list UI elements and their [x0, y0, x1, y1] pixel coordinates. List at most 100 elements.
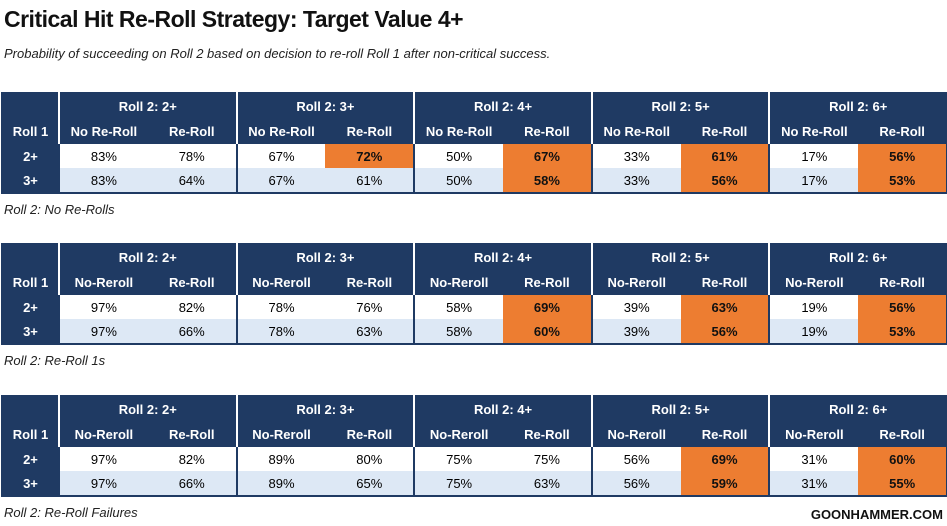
value-cell: 75% — [413, 471, 504, 496]
value-cell: 63% — [503, 471, 592, 496]
value-cell: 56% — [858, 144, 947, 168]
value-cell: 76% — [325, 295, 415, 319]
value-cell: 97% — [58, 447, 148, 471]
value-cell: 17% — [768, 144, 859, 168]
data-row: 3+ 97% 66% 78% 63% 58% 60% 39% 56% 19% 53% — [2, 319, 947, 344]
corner-cell — [2, 93, 59, 119]
row-label: 2+ — [2, 295, 59, 319]
column-header: Re-Roll — [147, 119, 237, 144]
column-header: No-Reroll — [590, 270, 681, 295]
column-header-row: Roll 1 No Re-Roll Re-Roll No Re-Roll Re-Roll… — [2, 119, 947, 144]
column-header: Re-Roll — [680, 422, 770, 447]
group-title: Roll 2: 2+ — [58, 244, 237, 270]
group-title: Roll 2: 4+ — [413, 93, 592, 119]
table-body: Roll 2: 2+ Roll 2: 3+ Roll 2: 4+ Roll 2: 5+… — [2, 244, 947, 344]
value-cell: 67% — [235, 168, 326, 193]
value-cell: 69% — [680, 447, 770, 471]
value-cell: 82% — [147, 447, 237, 471]
column-header: No Re-Roll — [235, 119, 326, 144]
value-cell: 67% — [235, 144, 326, 168]
value-cell: 97% — [58, 471, 148, 496]
value-cell: 55% — [858, 471, 947, 496]
column-header-row: Roll 1 No-Reroll Re-Roll No-Reroll Re-Roll No… — [2, 422, 947, 447]
row-header: Roll 1 — [2, 119, 59, 144]
group-title: Roll 2: 4+ — [413, 244, 592, 270]
group-title: Roll 2: 2+ — [58, 396, 237, 422]
subtitle: Probability of succeeding on Roll 2 base… — [4, 46, 551, 61]
column-header-row: Roll 1 No-Reroll Re-Roll No-Reroll Re-Roll No… — [2, 270, 947, 295]
data-row: 3+ 97% 66% 89% 65% 75% 63% 56% 59% 31% 55% — [2, 471, 947, 496]
value-cell: 72% — [325, 144, 415, 168]
value-cell: 59% — [680, 471, 770, 496]
column-header: No-Reroll — [768, 270, 859, 295]
title: Critical Hit Re-Roll Strategy: Target Va… — [4, 6, 464, 32]
row-label: 3+ — [2, 471, 59, 496]
group-title: Roll 2: 3+ — [235, 244, 415, 270]
column-header: No Re-Roll — [768, 119, 859, 144]
column-header: No-Reroll — [235, 422, 326, 447]
column-header: Re-Roll — [858, 270, 947, 295]
column-header: No-Reroll — [590, 422, 681, 447]
value-cell: 58% — [413, 295, 504, 319]
value-cell: 39% — [590, 319, 681, 344]
value-cell: 61% — [680, 144, 770, 168]
column-header: No-Reroll — [413, 422, 504, 447]
column-header: Re-Roll — [680, 270, 770, 295]
value-cell: 56% — [680, 168, 770, 193]
group-header-row: Roll 2: 2+ Roll 2: 3+ Roll 2: 4+ Roll 2: 5+… — [2, 396, 947, 422]
row-header: Roll 1 — [2, 422, 59, 447]
value-cell: 75% — [413, 447, 504, 471]
group-title: Roll 2: 3+ — [235, 93, 415, 119]
value-cell: 66% — [147, 319, 237, 344]
value-cell: 78% — [235, 295, 326, 319]
row-label: 2+ — [2, 447, 59, 471]
row-label: 3+ — [2, 319, 59, 344]
value-cell: 39% — [590, 295, 681, 319]
value-cell: 82% — [147, 295, 237, 319]
data-table: Roll 2: 2+ Roll 2: 3+ Roll 2: 4+ Roll 2: 5+… — [1, 395, 947, 497]
column-header: Re-Roll — [147, 422, 237, 447]
value-cell: 67% — [503, 144, 592, 168]
value-cell: 65% — [325, 471, 415, 496]
table-caption: Roll 2: No Re-Rolls — [4, 202, 115, 217]
table-body: Roll 2: 2+ Roll 2: 3+ Roll 2: 4+ Roll 2: 5+… — [2, 93, 947, 193]
value-cell: 33% — [590, 168, 681, 193]
data-row: 3+ 83% 64% 67% 61% 50% 58% 33% 56% 17% 53% — [2, 168, 947, 193]
data-row: 2+ 97% 82% 78% 76% 58% 69% 39% 63% 19% 56% — [2, 295, 947, 319]
column-header: Re-Roll — [325, 270, 415, 295]
column-header: No-Reroll — [58, 270, 148, 295]
value-cell: 56% — [858, 295, 947, 319]
table-body: Roll 2: 2+ Roll 2: 3+ Roll 2: 4+ Roll 2: 5+… — [2, 396, 947, 496]
row-label: 2+ — [2, 144, 59, 168]
value-cell: 19% — [768, 295, 859, 319]
group-title: Roll 2: 3+ — [235, 396, 415, 422]
column-header: Re-Roll — [503, 422, 592, 447]
group-title: Roll 2: 6+ — [768, 396, 947, 422]
column-header: Re-Roll — [503, 119, 592, 144]
value-cell: 19% — [768, 319, 859, 344]
value-cell: 50% — [413, 168, 504, 193]
data-table: Roll 2: 2+ Roll 2: 3+ Roll 2: 4+ Roll 2: 5+… — [1, 243, 947, 345]
value-cell: 50% — [413, 144, 504, 168]
column-header: No-Reroll — [768, 422, 859, 447]
group-title: Roll 2: 4+ — [413, 396, 592, 422]
value-cell: 97% — [58, 295, 148, 319]
corner-cell — [2, 396, 59, 422]
footer: GOONHAMMER.COM — [810, 507, 943, 522]
value-cell: 53% — [858, 168, 947, 193]
data-table: Roll 2: 2+ Roll 2: 3+ Roll 2: 4+ Roll 2: 5+… — [1, 92, 947, 194]
value-cell: 89% — [235, 447, 326, 471]
value-cell: 17% — [768, 168, 859, 193]
column-header: Re-Roll — [680, 119, 770, 144]
value-cell: 58% — [503, 168, 592, 193]
value-cell: 56% — [680, 319, 770, 344]
value-cell: 64% — [147, 168, 237, 193]
group-title: Roll 2: 5+ — [590, 93, 770, 119]
group-title: Roll 2: 5+ — [590, 396, 770, 422]
group-title: Roll 2: 6+ — [768, 244, 947, 270]
column-header: No Re-Roll — [58, 119, 148, 144]
column-header: No Re-Roll — [590, 119, 681, 144]
row-header: Roll 1 — [2, 270, 59, 295]
value-cell: 31% — [768, 447, 859, 471]
